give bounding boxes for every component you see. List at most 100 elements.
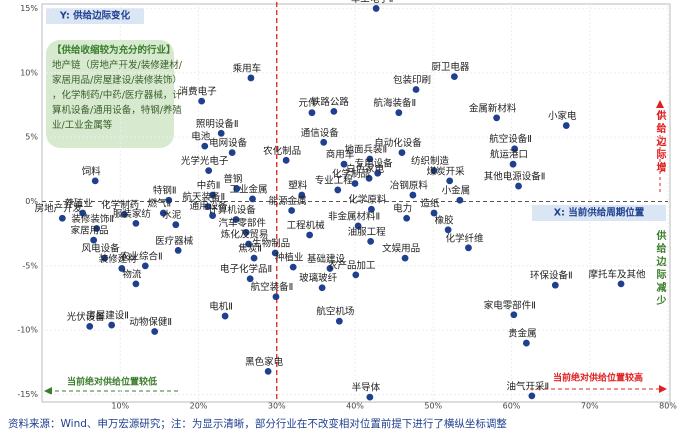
point — [510, 311, 518, 319]
point-label: 装修建材 — [99, 253, 138, 265]
point-label: 风电设备 — [82, 243, 121, 255]
point — [86, 322, 94, 330]
point — [209, 212, 216, 220]
point-label: 文娱用品 — [382, 243, 420, 255]
point — [409, 191, 417, 199]
point-label: 航海装备Ⅱ — [373, 97, 416, 109]
point-label: 饲料 — [82, 165, 102, 177]
point-label: 焦炭Ⅱ — [238, 243, 262, 255]
point-label: 家电零部件Ⅱ — [484, 299, 536, 311]
point — [308, 109, 316, 117]
point — [430, 209, 438, 217]
point — [141, 262, 149, 270]
point-label: 电子化学品Ⅱ — [220, 263, 272, 275]
x-tick-label: 40% — [346, 402, 364, 411]
point — [465, 244, 472, 252]
point-label: 光学光电子 — [181, 155, 229, 167]
point — [228, 149, 236, 156]
point — [118, 265, 126, 272]
right-bottom-note: 供给边际减少 — [654, 229, 667, 308]
point-label: 农业综合Ⅱ — [120, 250, 163, 262]
point-label: 铁路公路 — [311, 96, 350, 108]
point-label: 房地产开发 — [35, 203, 83, 215]
point — [446, 177, 454, 185]
point — [522, 339, 530, 347]
point — [91, 177, 99, 185]
point — [247, 74, 255, 82]
point — [528, 392, 536, 400]
point — [430, 167, 438, 175]
point-label: 水泥 — [162, 209, 182, 221]
point-label: 炼化及贸易 — [221, 228, 269, 240]
point-label: 电机Ⅱ — [209, 301, 233, 313]
y-label-box — [46, 8, 144, 24]
point-label: 动物保健Ⅱ — [129, 316, 172, 328]
point-label: 航空设备Ⅱ — [489, 133, 532, 145]
point-label: 特钢Ⅱ — [153, 185, 177, 197]
y-tick-label: -15% — [17, 390, 38, 399]
point — [232, 216, 240, 223]
point-label: 乘用车 — [233, 62, 262, 74]
point-label: 军工电子Ⅱ — [351, 0, 394, 5]
point — [132, 280, 140, 288]
point — [366, 155, 374, 163]
point — [365, 174, 373, 182]
plot-frame — [41, 3, 671, 403]
point — [326, 265, 334, 272]
point — [201, 142, 209, 150]
point — [165, 196, 173, 204]
point-label: 专用设备 — [355, 158, 394, 170]
x-tick-label: 80% — [659, 402, 677, 411]
point-label: 航运港口 — [490, 149, 528, 161]
point — [271, 249, 279, 257]
point-label: 电力 — [393, 203, 412, 215]
point — [335, 317, 343, 325]
point-label: 油气开采Ⅱ — [507, 380, 550, 392]
point-label: 白色家电 — [346, 163, 385, 175]
y-tick-label: -10% — [17, 326, 38, 335]
point — [551, 281, 559, 289]
point — [159, 209, 167, 217]
y-tick-label: 15% — [20, 4, 38, 13]
point-label: 农产品加工 — [328, 259, 376, 271]
point — [242, 228, 250, 236]
x-tick-label: 50% — [424, 402, 442, 411]
point-label: 农化制品 — [263, 145, 301, 157]
point-label: 黑色家电 — [245, 356, 284, 368]
point-label: 专业工程 — [315, 174, 354, 186]
point — [320, 138, 328, 146]
point — [288, 207, 296, 214]
point-label: 元件 — [298, 97, 318, 109]
y-tick-label: 10% — [20, 68, 38, 77]
point — [493, 114, 501, 122]
point — [264, 367, 272, 375]
point — [456, 196, 464, 204]
point — [617, 280, 625, 288]
point — [221, 312, 229, 320]
point-label: 冶钢原料 — [390, 180, 429, 192]
point — [108, 321, 116, 329]
point — [401, 254, 409, 262]
point — [245, 240, 252, 248]
point-label: 燃气Ⅱ — [147, 198, 171, 210]
point — [351, 180, 359, 187]
x-axis-label: X: 当前供给周期位置 — [554, 207, 645, 219]
point-label: 普钢 — [223, 173, 242, 185]
point — [120, 210, 128, 218]
point-label: 地面兵装Ⅱ — [345, 144, 388, 156]
point — [151, 328, 159, 335]
point-label: 自动化设备 — [374, 137, 422, 149]
point — [515, 182, 522, 190]
point — [132, 219, 140, 227]
point-label: 油服工程 — [348, 226, 387, 238]
note: 【供给收缩较为充分的行业】地产链（房地产开发/装修建材/家居用品/房屋建设/装修… — [52, 44, 183, 131]
point-label: 塑料 — [288, 180, 308, 192]
point — [198, 97, 206, 105]
point-label: 装修装饰Ⅱ — [71, 213, 114, 225]
point — [289, 263, 297, 271]
point — [272, 293, 280, 301]
point — [398, 149, 406, 156]
right-arrow-head — [659, 385, 667, 393]
point-label: 化学制药 — [101, 199, 139, 211]
